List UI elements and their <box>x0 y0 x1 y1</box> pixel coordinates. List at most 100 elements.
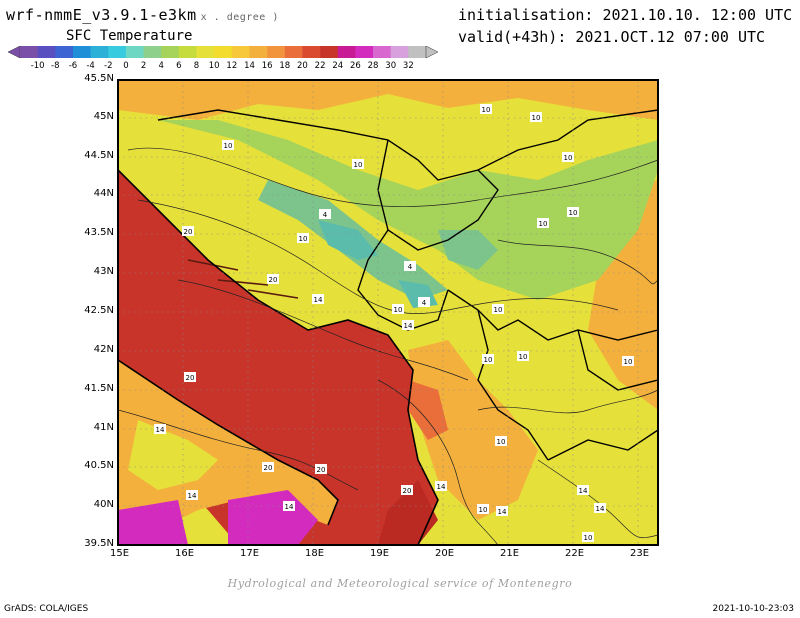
latitude-label: 45.5N <box>84 73 114 84</box>
contour-label: 10 <box>624 358 633 366</box>
contour-label: 20 <box>269 276 278 284</box>
colorbar-arrow-left <box>8 46 21 59</box>
contour-label-bg <box>530 112 542 122</box>
contour-label-bg <box>312 294 324 304</box>
cool-belt <box>158 120 658 300</box>
coastline-italy <box>117 359 339 526</box>
colorbar-swatch <box>267 46 286 58</box>
country-border <box>577 329 659 391</box>
colorbar-tick-label: 0 <box>123 61 128 70</box>
field-title: SFC Temperature <box>66 28 193 44</box>
coastal-warm <box>408 380 448 440</box>
contour-label: 14 <box>498 508 507 516</box>
temperature-colorbar: -10 -8 -6 -4 -2 0 2 4 6 8 10 12 14 16 18 20 22 24 26 28 30 32 <box>8 46 438 70</box>
contour-label: 20 <box>264 464 273 472</box>
colorbar-swatch <box>302 46 321 58</box>
hot-spot-east <box>228 490 318 545</box>
coastline-east <box>117 169 439 546</box>
latitude-label: 42N <box>93 344 114 355</box>
highland-zone-2 <box>438 230 498 270</box>
contour-label-bg <box>495 436 507 446</box>
isotherm-contour <box>477 389 659 414</box>
latitude-label: 43.5N <box>84 227 114 238</box>
contour-label-bg <box>401 485 413 495</box>
contour-label: 20 <box>403 487 412 495</box>
colorbar-tick-label: -8 <box>51 61 59 70</box>
contour-label: 10 <box>569 209 578 217</box>
country-border <box>157 109 659 181</box>
contour-label-bg <box>315 464 327 474</box>
colorbar-swatch <box>390 46 409 58</box>
contour-label-bg <box>352 159 364 169</box>
contour-label-bg <box>577 485 589 495</box>
contour-label: 10 <box>482 106 491 114</box>
colorbar-swatch <box>178 46 197 58</box>
colorbar-tick-label: 12 <box>226 61 237 70</box>
colorbar-tick-label: 24 <box>332 61 343 70</box>
valid-time: valid(+43h): 2021.OCT.12 07:00 UTC <box>458 28 766 46</box>
southern-lowland-warm <box>408 340 538 520</box>
contour-label-bg <box>517 351 529 361</box>
colorbar-swatch <box>161 46 180 58</box>
contour-label-bg <box>402 320 414 330</box>
colorbar-tick-label: 8 <box>194 61 199 70</box>
model-units: x . degree ) <box>200 12 279 23</box>
latitude-label: 44N <box>93 188 114 199</box>
contour-label-bg <box>392 304 404 314</box>
country-border <box>477 309 549 461</box>
colorbar-tick-label: 6 <box>176 61 181 70</box>
contour-label-bg <box>582 532 594 542</box>
isotherm-contour <box>377 379 499 546</box>
colorbar-swatch <box>214 46 233 58</box>
contour-label: 14 <box>314 296 323 304</box>
contour-label-bg <box>297 233 309 243</box>
contour-label: 10 <box>479 506 488 514</box>
longitude-label: 18E <box>305 548 325 559</box>
contour-label-bg <box>404 261 416 271</box>
colorbar-swatch <box>337 46 356 58</box>
colorbar-tick-label: 18 <box>279 61 290 70</box>
colorbar-swatch <box>37 46 56 58</box>
country-border <box>447 289 659 341</box>
colorbar-swatch <box>196 46 215 58</box>
contour-label-bg <box>222 140 234 150</box>
longitude-label: 22E <box>565 548 585 559</box>
colorbar-tick-label: 16 <box>262 61 273 70</box>
contour-label-bg <box>482 354 494 364</box>
contour-label-bg <box>418 297 430 307</box>
ionian-sea <box>378 480 438 545</box>
colorbar-arrow-right <box>425 46 438 59</box>
temperature-map: 10 10 10 10 10 10 10 10 10 10 10 10 10 10 10 10 4 4 4 14 14 1… <box>117 79 659 546</box>
isotherm-contour <box>537 459 659 539</box>
contour-label-bg <box>267 274 279 284</box>
contour-label: 20 <box>184 228 193 236</box>
grads-label: GrADS: COLA/IGES <box>4 604 89 614</box>
cold-core <box>318 220 378 260</box>
colorbar-tick-label: -10 <box>31 61 45 70</box>
colorbar-swatch <box>373 46 391 58</box>
colorbar-swatch <box>20 46 38 58</box>
country-border <box>547 429 659 461</box>
contour-label: 10 <box>494 306 503 314</box>
longitude-label: 17E <box>240 548 260 559</box>
contour-label: 4 <box>422 299 427 307</box>
contour-label-bg <box>492 304 504 314</box>
colorbar-tick-label: 22 <box>315 61 326 70</box>
contour-label-bg <box>184 372 196 382</box>
contour-label-bg <box>435 481 447 491</box>
initialisation-time: initialisation: 2021.10.10. 12:00 UTC <box>458 6 793 24</box>
map-frame <box>117 79 659 546</box>
contour-label-bg <box>562 152 574 162</box>
timestamp: 2021-10-10-23:03 <box>712 604 795 614</box>
colorbar-swatch <box>355 46 374 58</box>
colorbar-tick-label: 30 <box>385 61 396 70</box>
contour-label: 20 <box>186 374 195 382</box>
contour-label-bg <box>283 501 295 511</box>
contour-label-bg <box>319 209 331 219</box>
colorbar-tick-label: -4 <box>86 61 94 70</box>
latitude-label: 43N <box>93 266 114 277</box>
contour-label-bg <box>496 506 508 516</box>
colorbar-swatch <box>249 46 268 58</box>
colorbar-tick-label: 32 <box>403 61 414 70</box>
colorbar-swatch <box>72 46 91 58</box>
